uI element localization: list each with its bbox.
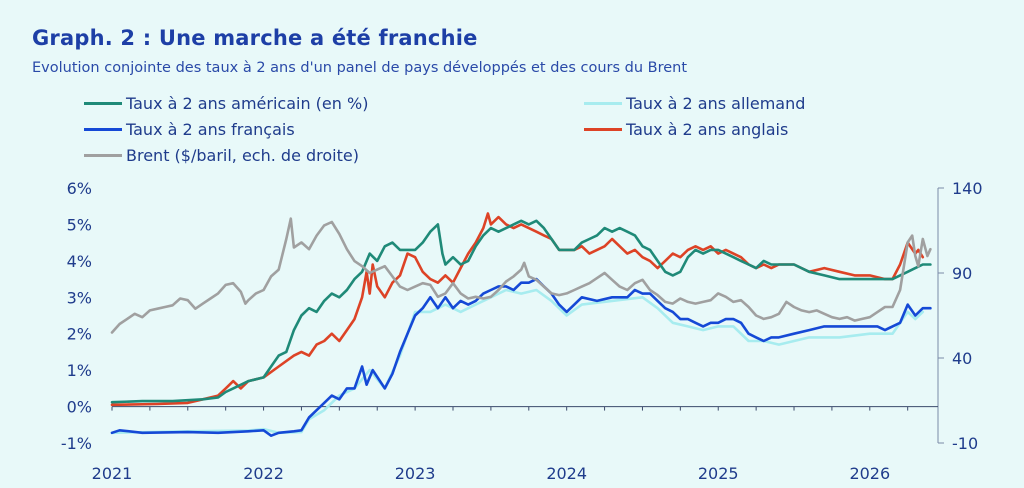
y-left-tick-label: 6% [67,179,92,198]
y-left-tick-label: 3% [67,288,92,307]
series-line-0 [110,288,925,435]
series-layer [110,212,932,437]
legend-label-uk: Taux à 2 ans anglais [626,120,789,139]
series-line-2 [110,212,925,407]
legend-label-de: Taux à 2 ans allemand [626,94,806,113]
y-left-tick-label: 4% [67,252,92,271]
legend-swatch-uk [584,128,622,131]
series-line-1 [110,277,932,437]
legend-item-de: Taux à 2 ans allemand [584,94,805,113]
legend: Taux à 2 ans américain (en %) Taux à 2 a… [84,94,884,174]
legend-swatch-fr [84,128,122,131]
y-left-tick-label: 2% [67,325,92,344]
legend-item-uk: Taux à 2 ans anglais [584,120,788,139]
series-line-4 [110,217,932,334]
legend-swatch-brent [84,154,122,157]
x-tick-label: 2023 [395,464,436,483]
x-tick-label: 2024 [546,464,587,483]
x-tick-label: 2025 [698,464,739,483]
y-right-tick-label: -10 [952,434,978,453]
y-right-tick-label: 40 [952,349,972,368]
y-left-tick-label: -1% [61,434,92,453]
y-left-tick-label: 1% [67,361,92,380]
y-right-tick-label: 90 [952,264,972,283]
legend-item-fr: Taux à 2 ans français [84,120,295,139]
legend-item-us: Taux à 2 ans américain (en %) [84,94,368,113]
axes: 6% 5% 4% 3% 2% 1% 0% -1% 140 90 40 -10 2021 2022 2023 2… [61,179,983,483]
chart-title: Graph. 2 : Une marche a été franchie [32,26,478,50]
x-tick-label: 2022 [243,464,284,483]
legend-swatch-us [84,102,122,105]
x-tick-label: 2026 [849,464,890,483]
legend-swatch-de [584,102,622,105]
legend-label-fr: Taux à 2 ans français [126,120,295,139]
y-left-tick-label: 5% [67,215,92,234]
x-tick-label: 2021 [92,464,133,483]
series-line-3 [110,219,932,404]
y-right-tick-label: 140 [952,179,983,198]
legend-label-brent: Brent ($/baril, ech. de droite) [126,146,359,165]
chart-subtitle: Evolution conjointe des taux à 2 ans d'u… [32,60,688,76]
legend-item-brent: Brent ($/baril, ech. de droite) [84,146,359,165]
y-left-tick-label: 0% [67,398,92,417]
legend-label-us: Taux à 2 ans américain (en %) [126,94,369,113]
